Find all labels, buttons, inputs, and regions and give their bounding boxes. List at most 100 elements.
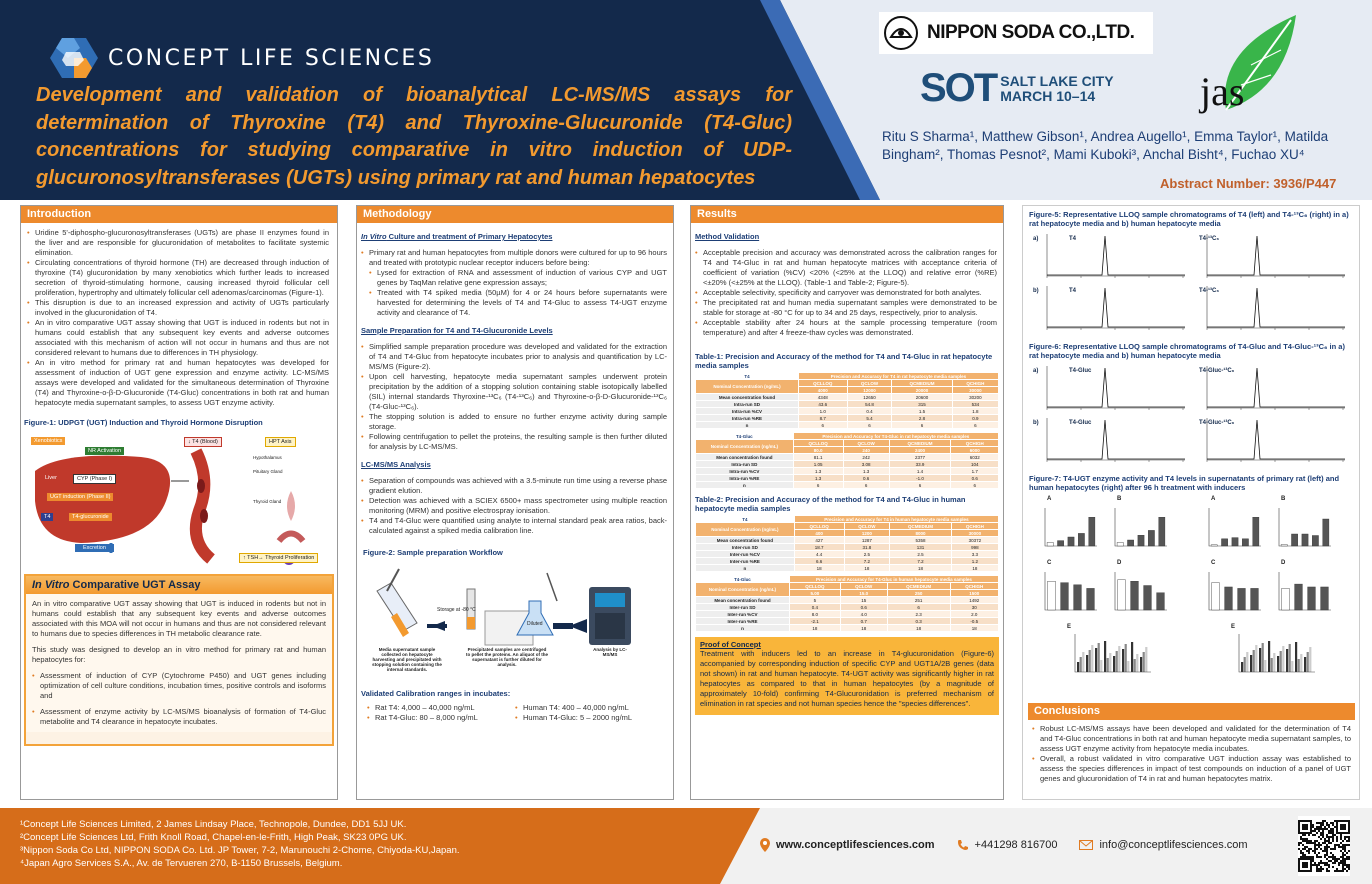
phone-number[interactable]: +441298 816700 [974,839,1058,851]
table-cell: 1.2 [950,557,1000,565]
qc-nominal-value: 6000 [950,446,999,454]
figure6-chromatograms: a) T4-Gluc T4-Gluc-¹³C₆ b) T4-Gluc T4-Gluc-¹³… [1023,364,1359,470]
table-analyte-label: T4 [695,515,795,523]
lcms-subheading: LC-MS/MS Analysis [361,460,431,469]
calib-item: Rat T4-Gluc: 80 – 8,000 ng/mL [367,713,515,723]
conclusions-body: Robust LC-MS/MS assays have been develop… [1028,720,1355,788]
table-analyte-label: T4 [695,372,799,380]
table-cell: 534 [951,400,1000,408]
table-cell: 242 [842,453,890,461]
row-label: Mean concentration found [695,596,790,604]
bar-mark [1047,580,1056,611]
table-cell: 1.5 [891,407,953,415]
table-cell: 31.8 [843,543,891,551]
grouped-bar-mark [1079,657,1082,672]
qc-level-header: QCHIGH [950,439,999,447]
row-label: Intra-run %CV [695,467,794,475]
table-cell: 6032 [950,453,999,461]
validation-bullet: Acceptable selectivity, specificity and … [695,288,997,298]
fig7-panel-letter: E [1231,624,1236,630]
grouped-bar-mark [1286,649,1289,672]
culture-bullet: Primary rat and human hepatocytes from m… [361,248,667,268]
figure5-caption: Figure-5: Representative LLOQ sample chr… [1029,210,1349,228]
bar-mark [1117,579,1126,611]
culture-sub-bullet: Treated with T4 spiked media (50µM) for … [369,288,667,318]
table-cell: 12650 [846,393,893,401]
prep-bullet: Simplified sample preparation procedure … [361,342,667,372]
table-cell: 33.9 [888,460,952,468]
bar-mark [1301,533,1309,547]
email-item[interactable]: info@conceptlifesciences.com [1079,839,1248,851]
bar-mark [1237,588,1246,611]
table-cell: 7.2 [843,557,891,565]
website-link[interactable]: www.conceptlifesciences.com [776,839,935,851]
table-title: Precision and Accuracy for T4 in rat hep… [797,372,1000,380]
workflow-svg [376,568,631,646]
fig7-panel-letter: B [1281,496,1286,502]
fig7-bar-chart [1208,572,1261,611]
qc-nominal-value: 30000 [951,386,1000,394]
location-pin-icon [760,838,770,852]
ugt-induction-label: UGT induction (Phase II) [47,493,114,501]
table-cell: 18 [839,624,888,632]
proof-of-concept-box: Proof of Concept Treatment with inducers… [695,637,999,715]
grouped-bar-mark [1113,656,1116,672]
jas-text: jas [1200,69,1245,114]
abstract-number: Abstract Number: 3936/P447 [1160,176,1337,191]
qr-code-icon[interactable] [1298,816,1350,876]
table-cell: 30200 [951,393,1000,401]
qc-level-header: QCHIGH [950,522,1000,530]
email-address[interactable]: info@conceptlifesciences.com [1099,839,1248,851]
chromatogram-peak [1047,367,1185,408]
bar-mark [1127,539,1134,547]
introduction-body: Uridine 5'-diphospho-glucuronosyltransfe… [21,223,337,408]
sot-logo: SOT SALT LAKE CITY MARCH 10–14 [920,66,1114,111]
table-cell: 1.3 [792,467,844,475]
qc-nominal-value: 15.0 [839,589,888,597]
website-item[interactable]: www.conceptlifesciences.com [760,838,935,852]
table-cell: 8.7 [797,414,848,422]
grouped-bar-mark [1259,648,1262,672]
phone-item[interactable]: +441298 816700 [957,839,1058,851]
qc-level-header: QCLLOQ [793,522,845,530]
table-cell: 104 [950,460,999,468]
conclusion-bullet: Overall, a robust validated in vitro com… [1032,754,1351,784]
row-label: Mean concentration found [695,393,799,401]
fig7-bar-chart [1044,508,1097,547]
fig7-panel-letter: E [1067,624,1072,630]
chromatogram-label: T4-¹³C₆ [1199,288,1220,294]
qc-nominal-value: 12000 [846,386,893,394]
figure1-diagram: Xenobiotics NR Activation Liver CYP (Pha… [21,431,337,566]
row-label: Inter-run SD [695,543,795,551]
ugt-heading-em: In Vitro [32,579,70,591]
table-cell: 6 [888,481,952,489]
qc-nominal-value: 250 [886,589,951,597]
figure5-chromatograms: a) T4 T4-¹³C₆ b) T4 T4-¹³C₆ [1023,232,1359,338]
grouped-bar-mark [1288,644,1291,672]
author-list: Ritu S Sharma¹, Matthew Gibson¹, Andrea … [882,129,1329,162]
fig7-bar-chart [1278,572,1331,611]
nippon-soda-name: NIPPON SODA CO.,LTD. [927,22,1135,43]
bar-mark [1137,535,1145,547]
grouped-bar-mark [1246,652,1249,672]
table-cell: 18 [843,564,891,572]
chromatogram-plot [1206,418,1345,462]
table1-caption: Table-1: Precision and Accuracy of the m… [695,352,993,370]
table-cell: -1.0 [888,474,952,482]
prep-bullet: The stopping solution is added to ensure… [361,412,667,432]
bar-mark [1086,588,1095,611]
precision-accuracy-table: T4-Gluc Precision and Accuracy for T4-Glu… [695,575,1000,632]
ugt-box-heading: In Vitro Comparative UGT Assay [26,576,332,594]
bar-mark [1143,585,1152,611]
bar-mark [1291,533,1298,547]
figures-column: Figure-5: Representative LLOQ sample chr… [1022,205,1360,800]
chromatogram-label: T4 [1069,236,1077,242]
bar-mark [1224,586,1233,611]
table-cell: 18 [950,564,1000,572]
table2-container: T4 Precision and Accuracy for T4 in human… [691,515,1003,632]
hpt-axis-label: HPT Axis [265,437,296,447]
table-cell: 5 [788,596,841,604]
table-cell: 18 [886,624,951,632]
table-cell: 0.3 [886,617,951,625]
grouped-bar-mark [1142,652,1145,672]
